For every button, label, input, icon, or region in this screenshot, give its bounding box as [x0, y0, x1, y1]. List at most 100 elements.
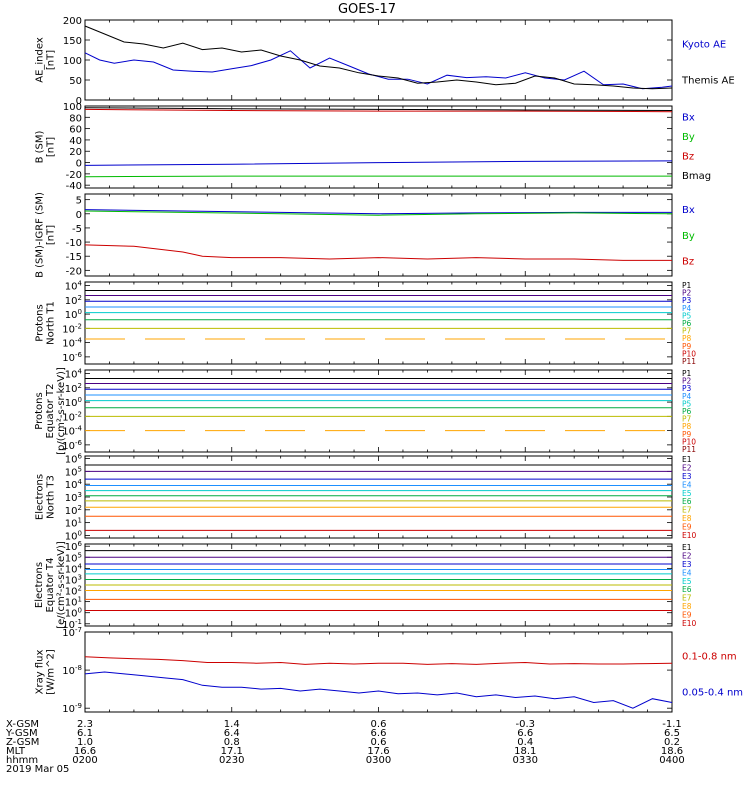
x-axis-value: 0.8: [224, 737, 240, 748]
legend-bsm-bz: Bz: [682, 152, 694, 163]
y-tick-label-bigrf: -10: [66, 238, 82, 249]
legend-pn-p2: P2: [682, 289, 692, 298]
legend-ee-e2: E2: [682, 551, 692, 560]
y-tick-label-ee: 105: [65, 551, 82, 564]
y-tick-label-pe: 10-6: [62, 439, 82, 452]
panel-frame-pe: [84, 369, 673, 453]
x-axis-value: 6.5: [664, 728, 680, 739]
series-line-bigrf-by: [84, 210, 673, 216]
y-tick-label-en: 102: [65, 504, 82, 517]
legend-bsm-bmag: Bmag: [682, 171, 711, 182]
plot-title: GOES-17: [338, 2, 396, 17]
y-tick-label-pn: 10-4: [62, 337, 82, 350]
y-axis-label-en: North T3: [46, 475, 57, 519]
y-tick-label-bigrf: -5: [72, 224, 82, 235]
legend-pn-p4: P4: [682, 304, 692, 313]
x-axis-value: 1.4: [224, 719, 240, 730]
x-axis-row-label: Y-GSM: [5, 728, 38, 739]
y-tick-label-bsm: 0: [76, 159, 82, 170]
y-tick-label-bsm: -20: [66, 170, 82, 181]
x-axis-value: 0300: [366, 755, 391, 766]
y-tick-label-ee: 100: [65, 607, 82, 620]
legend-en-e9: E9: [682, 523, 692, 532]
legend-en-e7: E7: [682, 506, 692, 515]
x-axis-value: 18.6: [661, 746, 683, 757]
legend-ee-e10: E10: [682, 619, 697, 628]
legend-ee-e4: E4: [682, 568, 692, 577]
legend-bsm-bx: Bx: [682, 113, 695, 124]
legend-pe-p1: P1: [682, 369, 692, 378]
x-axis-value: 0.2: [664, 737, 680, 748]
y-tick-label-ee: 102: [65, 585, 82, 598]
y-tick-label-bsm: 60: [69, 125, 82, 136]
legend-ee-e3: E3: [682, 560, 692, 569]
y-axis-label-en: Electrons: [35, 474, 46, 520]
legend-bigrf-bz: Bz: [682, 256, 694, 267]
x-axis-value: 0330: [513, 755, 538, 766]
y-axis-label-xray: Xray flux: [35, 650, 46, 695]
legend-pn-p8: P8: [682, 334, 692, 343]
legend-pe-p9: P9: [682, 430, 692, 439]
x-axis-value: 0.6: [371, 737, 387, 748]
y-tick-label-bsm: 20: [69, 147, 82, 158]
legend-xray-0-1-0-8-nm: 0.1-0.8 nm: [682, 651, 737, 662]
y-axis-label-ee: Electrons: [34, 562, 45, 608]
legend-pe-p8: P8: [682, 422, 692, 431]
y-axis-label-ee: [e/(cm²-s-sr-keV)]: [56, 541, 67, 629]
x-axis-row-label: hhmm: [6, 755, 38, 766]
x-axis-value: 6.6: [517, 728, 533, 739]
legend-ae-kyoto-ae: Kyoto AE: [682, 39, 726, 50]
x-axis-value: 6.4: [224, 728, 240, 739]
y-tick-label-ae: 50: [69, 76, 82, 87]
legend-ee-e7: E7: [682, 594, 692, 603]
y-tick-label-pe: 10-4: [62, 425, 82, 438]
y-tick-label-en: 100: [65, 529, 82, 542]
legend-ae-themis-ae: Themis AE: [681, 76, 735, 87]
y-tick-label-pn: 102: [65, 294, 82, 307]
y-axis-label-bsm: B (SM): [35, 130, 46, 163]
y-axis-label-pe: Protons: [34, 392, 45, 429]
legend-pn-p10: P10: [682, 349, 696, 358]
legend-en-e2: E2: [682, 463, 692, 472]
legend-pe-p5: P5: [682, 399, 692, 408]
x-axis-value: 0400: [659, 755, 684, 766]
panel-frame-ae: [84, 19, 673, 101]
y-axis-label-pn: North T1: [46, 301, 57, 345]
legend-en-e1: E1: [682, 455, 692, 464]
legend-pn-p1: P1: [682, 281, 692, 290]
y-tick-label-pe: 102: [65, 382, 82, 395]
y-tick-label-pn: 10-2: [62, 322, 82, 335]
y-tick-label-en: 106: [65, 453, 83, 466]
y-tick-label-en: 105: [65, 465, 82, 478]
y-tick-label-pn: 100: [65, 308, 82, 321]
y-axis-label-xray: [W/m^2]: [46, 649, 57, 695]
y-tick-label-ee: 10-1: [62, 618, 82, 631]
legend-pe-p6: P6: [682, 407, 692, 416]
y-tick-label-xray: 10-8: [62, 664, 82, 677]
series-line-ae-themis-ae: [84, 25, 673, 90]
legend-pe-p4: P4: [682, 392, 692, 401]
y-tick-label-pe: 10-2: [62, 410, 82, 423]
series-line-ae-kyoto-ae: [84, 50, 673, 90]
y-tick-label-bigrf: 0: [76, 210, 82, 221]
legend-en-e8: E8: [682, 514, 692, 523]
y-tick-label-en: 104: [65, 478, 83, 491]
x-axis-value: 16.6: [74, 746, 96, 757]
legend-pe-p3: P3: [682, 384, 692, 393]
legend-ee-e5: E5: [682, 577, 692, 586]
legend-en-e3: E3: [682, 472, 692, 481]
y-tick-label-pn: 104: [65, 280, 83, 293]
series-line-bsm-by: [84, 175, 672, 178]
y-axis-label-pn: Protons: [35, 304, 46, 341]
legend-en-e6: E6: [682, 497, 692, 506]
y-tick-label-ee: 106: [65, 540, 83, 553]
x-axis-value: 6.1: [77, 728, 93, 739]
x-axis-value: 1.0: [77, 737, 93, 748]
y-axis-label-bigrf: B (SM)-IGRF (SM): [35, 192, 46, 278]
x-axis-row-label: MLT: [6, 746, 26, 757]
x-axis-row-label: X-GSM: [6, 719, 39, 730]
y-tick-label-bsm: 100: [63, 102, 82, 113]
x-axis-value: 2.3: [77, 719, 93, 730]
x-axis-value: -0.3: [515, 719, 535, 730]
y-tick-label-en: 101: [65, 517, 82, 530]
